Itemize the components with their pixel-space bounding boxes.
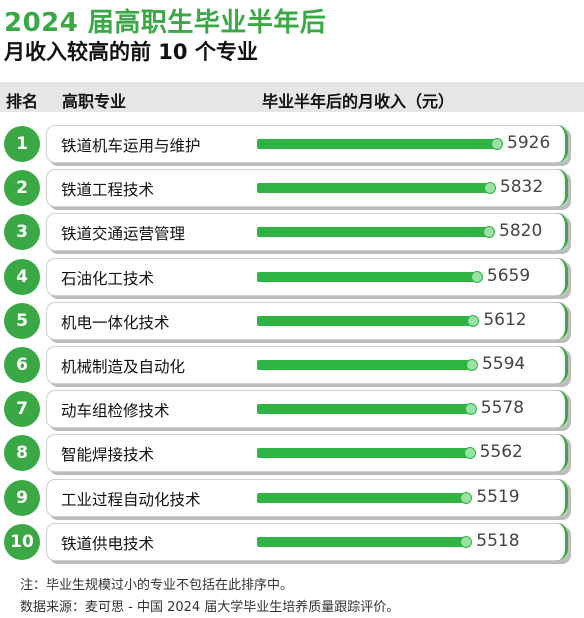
row-card: 智能焊接技术 5562 — [46, 434, 568, 473]
income-bar — [257, 227, 490, 238]
bar-end-dot — [463, 447, 476, 460]
rank-badge: 8 — [4, 435, 40, 472]
table-row: 2 铁道工程技术 5832 — [0, 166, 584, 210]
income-value: 5562 — [479, 442, 523, 463]
data-source: 数据来源：麦可思 - 中国 2024 届大学毕业生培养质量跟踪评价。 — [20, 600, 400, 615]
table-row: 7 动车组检修技术 5578 — [0, 387, 584, 431]
major-name: 动车组检修技术 — [61, 402, 170, 421]
bar-end-dot — [460, 491, 473, 504]
income-value: 5926 — [507, 133, 551, 153]
income-value: 5594 — [481, 354, 526, 374]
bar-end-dot — [460, 535, 473, 548]
income-value: 5832 — [499, 177, 544, 198]
rank-badge: 5 — [4, 302, 40, 339]
income-bar — [257, 448, 470, 459]
table-row: 8 智能焊接技术 5562 — [0, 431, 584, 475]
row-card: 铁道机车运用与维护 5926 — [46, 125, 568, 163]
major-name: 智能焊接技术 — [61, 446, 155, 465]
bar-end-dot — [483, 226, 496, 239]
income-bar — [257, 360, 472, 370]
chart-subtitle: 月收入较高的前 10 个专业 — [4, 40, 258, 64]
row-card: 铁道交通运营管理 5820 — [46, 213, 568, 252]
row-card: 工业过程自动化技术 5519 — [46, 478, 568, 517]
rank-badge: 6 — [4, 347, 40, 383]
row-card: 石油化工技术 5659 — [46, 257, 568, 296]
rank-badge: 9 — [4, 479, 40, 516]
card-edge-accent — [546, 522, 568, 561]
major-name: 石油化工技术 — [61, 269, 155, 288]
row-card: 铁道工程技术 5832 — [46, 169, 568, 208]
rank-badge: 2 — [4, 170, 40, 207]
bar-end-dot — [464, 403, 477, 416]
income-value: 5518 — [476, 530, 520, 551]
income-bar — [257, 183, 490, 194]
table-row: 1 铁道机车运用与维护 5926 — [0, 122, 584, 166]
income-value: 5612 — [483, 309, 527, 330]
major-name: 铁道机车运用与维护 — [61, 137, 201, 155]
card-edge-accent — [546, 478, 568, 517]
major-name: 铁道交通运营管理 — [61, 225, 186, 244]
major-name: 机电一体化技术 — [61, 313, 170, 332]
table-header: 排名 高职专业 毕业半年后的月收入（元） — [0, 82, 584, 112]
table-row: 5 机电一体化技术 5612 — [0, 299, 584, 343]
income-bar — [257, 139, 497, 149]
income-value: 5519 — [476, 486, 520, 507]
row-card: 机械制造及自动化 5594 — [46, 346, 568, 384]
card-edge-accent — [546, 169, 568, 208]
header-income: 毕业半年后的月收入（元） — [262, 92, 455, 111]
major-name: 铁道供电技术 — [61, 534, 155, 553]
rank-badge: 3 — [4, 214, 40, 251]
header-major: 高职专业 — [62, 92, 127, 111]
chart-title: 2024 届高职生毕业半年后 — [4, 8, 327, 38]
major-name: 铁道工程技术 — [61, 181, 155, 200]
table-row: 4 石油化工技术 5659 — [0, 255, 584, 299]
bar-end-dot — [470, 270, 483, 283]
bar-end-dot — [491, 138, 503, 150]
bar-end-dot — [467, 314, 480, 327]
card-edge-accent — [546, 301, 568, 340]
card-edge-accent — [546, 346, 568, 384]
bar-end-dot — [483, 182, 496, 195]
row-card: 动车组检修技术 5578 — [46, 390, 568, 429]
income-value: 5578 — [480, 398, 525, 419]
income-value: 5659 — [486, 265, 531, 286]
rank-badge: 7 — [4, 391, 40, 428]
rank-badge: 10 — [4, 523, 40, 560]
bar-end-dot — [465, 359, 478, 371]
income-bar — [257, 492, 467, 503]
major-name: 机械制造及自动化 — [61, 358, 186, 376]
card-edge-accent — [546, 125, 568, 163]
card-edge-accent — [546, 390, 568, 429]
table-row: 9 工业过程自动化技术 5519 — [0, 476, 584, 520]
income-bar — [257, 404, 471, 415]
table-row: 3 铁道交通运营管理 5820 — [0, 210, 584, 254]
rank-badge: 1 — [4, 126, 40, 162]
income-bar — [257, 315, 474, 326]
card-edge-accent — [546, 434, 568, 473]
table-row: 6 机械制造及自动化 5594 — [0, 343, 584, 387]
card-edge-accent — [546, 257, 568, 296]
table-row: 10 铁道供电技术 5518 — [0, 520, 584, 564]
income-bar — [257, 536, 467, 547]
row-card: 铁道供电技术 5518 — [46, 522, 568, 561]
row-card: 机电一体化技术 5612 — [46, 301, 568, 340]
rank-badge: 4 — [4, 258, 40, 295]
income-bar — [257, 271, 477, 282]
income-value: 5820 — [499, 221, 543, 242]
header-rank: 排名 — [6, 92, 39, 111]
card-edge-accent — [546, 213, 568, 252]
major-name: 工业过程自动化技术 — [61, 490, 201, 509]
footnote: 注：毕业生规模过小的专业不包括在此排序中。 — [20, 578, 294, 593]
